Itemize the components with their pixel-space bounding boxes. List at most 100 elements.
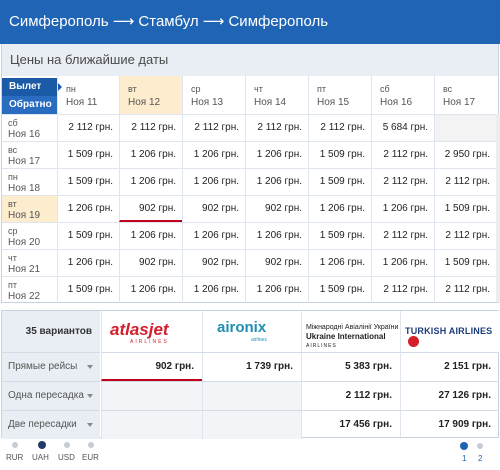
price-cell[interactable]: 2 112 грн.: [182, 114, 245, 141]
price-cell[interactable]: 1 206 грн.: [182, 141, 245, 168]
grid-scrollbar[interactable]: [496, 114, 500, 302]
currency-option[interactable]: EUR: [82, 453, 99, 462]
return-date-2[interactable]: пн Ноя 18: [2, 168, 57, 195]
airline-price-cell[interactable]: 5 383 грн.: [301, 352, 400, 381]
price-cell[interactable]: 2 112 грн.: [371, 276, 434, 303]
page-dot-2[interactable]: [477, 443, 483, 449]
price-cell[interactable]: 1 509 грн.: [57, 222, 119, 249]
return-direction-button[interactable]: Обратно: [2, 96, 57, 114]
price-cell[interactable]: 1 509 грн.: [308, 168, 371, 195]
price-cell[interactable]: 902 грн.: [182, 195, 245, 222]
currency-option[interactable]: UAH: [32, 453, 49, 462]
price-cell[interactable]: 2 112 грн.: [245, 114, 308, 141]
price-cell[interactable]: 902 грн.: [245, 249, 308, 276]
return-date-6[interactable]: пт Ноя 22: [2, 276, 57, 303]
stops-filter-2[interactable]: Две пересадки: [2, 410, 100, 439]
price-cell[interactable]: 902 грн.: [119, 195, 182, 222]
currency-option[interactable]: USD: [58, 453, 75, 462]
price-cell[interactable]: 902 грн.: [119, 249, 182, 276]
price-cell[interactable]: 1 206 грн.: [245, 276, 308, 303]
airline-aironix[interactable]: aironix airlines: [202, 311, 301, 352]
price-cell[interactable]: 1 206 грн.: [119, 222, 182, 249]
price-cell[interactable]: 2 112 грн.: [308, 114, 371, 141]
price-cell[interactable]: 2 112 грн.: [371, 141, 434, 168]
price-cell[interactable]: 2 112 грн.: [434, 222, 496, 249]
price-cell[interactable]: 1 509 грн.: [308, 222, 371, 249]
return-date-3[interactable]: вт Ноя 19: [2, 195, 57, 222]
price-cell[interactable]: 1 509 грн.: [308, 141, 371, 168]
page-number[interactable]: 1: [462, 454, 467, 463]
outbound-date-5[interactable]: сб Ноя 16: [371, 76, 434, 114]
airline-uia[interactable]: Міжнародні Авіалінії України Ukraine Int…: [301, 311, 400, 352]
price-cell[interactable]: 1 206 грн.: [308, 195, 371, 222]
price-cell[interactable]: 1 206 грн.: [371, 195, 434, 222]
price-cell[interactable]: 2 950 грн.: [434, 141, 496, 168]
airline-turkish[interactable]: TURKISH AIRLINES: [400, 311, 499, 352]
price-cell[interactable]: 1 206 грн.: [119, 168, 182, 195]
price-cell[interactable]: 2 112 грн.: [119, 114, 182, 141]
airline-price-cell[interactable]: 1 739 грн.: [202, 352, 301, 381]
price-cell[interactable]: 1 206 грн.: [308, 249, 371, 276]
outbound-date-4[interactable]: пт Ноя 15: [308, 76, 371, 114]
price-cell[interactable]: 5 684 грн.: [371, 114, 434, 141]
price-cell[interactable]: 1 509 грн.: [57, 141, 119, 168]
currency-dot-eur[interactable]: [88, 442, 94, 448]
price-cell[interactable]: 1 509 грн.: [57, 168, 119, 195]
price-cell[interactable]: 1 206 грн.: [182, 222, 245, 249]
airline-price-cell[interactable]: 17 909 грн.: [400, 410, 499, 439]
airline-price-cell[interactable]: 2 112 грн.: [301, 381, 400, 410]
page-dot-1[interactable]: [460, 442, 468, 450]
airline-atlasjet[interactable]: atlasjet AIRLINES: [101, 311, 202, 352]
page-number[interactable]: 2: [478, 454, 483, 463]
return-date-4[interactable]: ср Ноя 20: [2, 222, 57, 249]
price-cell[interactable]: 1 509 грн.: [308, 276, 371, 303]
airline-price-cell[interactable]: 902 грн.: [101, 352, 202, 381]
outbound-date-1[interactable]: вт Ноя 12: [119, 76, 182, 114]
price-cell[interactable]: 1 206 грн.: [57, 249, 119, 276]
chevron-down-icon: [87, 365, 93, 369]
stops-filter-0[interactable]: Прямые рейсы: [2, 352, 100, 381]
price-cell[interactable]: 1 206 грн.: [119, 141, 182, 168]
col-date: Ноя 17: [443, 97, 476, 108]
airline-price-cell[interactable]: 17 456 грн.: [301, 410, 400, 439]
currency-dot-uah[interactable]: [38, 441, 46, 449]
price-cell[interactable]: 902 грн.: [182, 249, 245, 276]
outbound-date-0[interactable]: пн Ноя 11: [57, 76, 119, 114]
row-day: чт: [8, 253, 17, 263]
row-day: ср: [8, 226, 18, 236]
price-cell[interactable]: 1 206 грн.: [371, 249, 434, 276]
stops-filter-1[interactable]: Одна пересадка: [2, 381, 100, 410]
price-cell[interactable]: 1 206 грн.: [245, 222, 308, 249]
price-cell[interactable]: 1 206 грн.: [57, 195, 119, 222]
currency-dot-usd[interactable]: [64, 442, 70, 448]
outbound-date-3[interactable]: чт Ноя 14: [245, 76, 308, 114]
aironix-logo-text: aironix: [217, 319, 267, 336]
stops-label: Две пересадки: [8, 419, 77, 430]
price-cell[interactable]: 2 112 грн.: [434, 168, 496, 195]
price-cell[interactable]: 1 206 грн.: [245, 141, 308, 168]
airline-price-cell[interactable]: 2 151 грн.: [400, 352, 499, 381]
price-cell[interactable]: 2 112 грн.: [371, 222, 434, 249]
currency-dot-rur[interactable]: [12, 442, 18, 448]
outbound-date-6[interactable]: вс Ноя 17: [434, 76, 496, 114]
return-date-5[interactable]: чт Ноя 21: [2, 249, 57, 276]
price-cell[interactable]: 1 206 грн.: [182, 168, 245, 195]
direction-switch: Вылет Обратно: [2, 76, 62, 114]
return-date-1[interactable]: вс Ноя 17: [2, 141, 57, 168]
price-cell[interactable]: 2 112 грн.: [57, 114, 119, 141]
price-cell[interactable]: 2 112 грн.: [434, 276, 496, 303]
col-day: пт: [317, 84, 326, 94]
return-date-0[interactable]: сб Ноя 16: [2, 114, 57, 141]
price-cell[interactable]: 1 206 грн.: [182, 276, 245, 303]
price-cell[interactable]: 1 509 грн.: [434, 195, 496, 222]
price-cell[interactable]: 902 грн.: [245, 195, 308, 222]
price-cell[interactable]: 1 509 грн.: [434, 249, 496, 276]
outbound-direction-button[interactable]: Вылет: [2, 78, 62, 96]
outbound-date-2[interactable]: ср Ноя 13: [182, 76, 245, 114]
currency-option[interactable]: RUR: [6, 453, 24, 462]
price-cell[interactable]: 1 509 грн.: [57, 276, 119, 303]
price-cell[interactable]: 2 112 грн.: [371, 168, 434, 195]
price-cell[interactable]: 1 206 грн.: [119, 276, 182, 303]
price-cell[interactable]: 1 206 грн.: [245, 168, 308, 195]
airline-price-cell[interactable]: 27 126 грн.: [400, 381, 499, 410]
